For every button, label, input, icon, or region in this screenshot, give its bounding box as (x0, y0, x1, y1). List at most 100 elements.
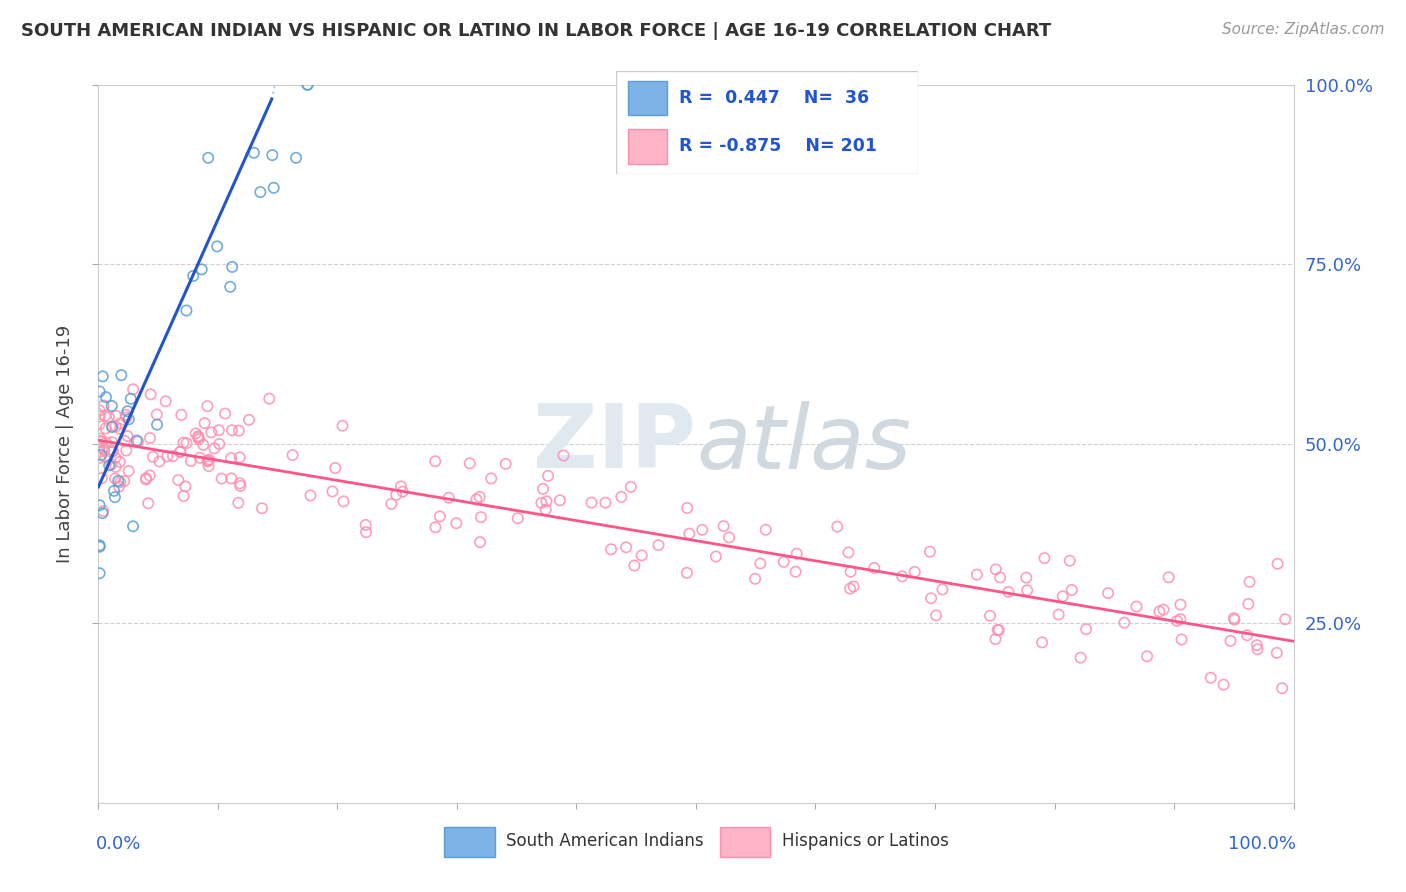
Point (465, 492, 488, 507)
Point (221, 260, 243, 274)
Point (786, 547, 808, 561)
Point (94, 421, 117, 435)
Text: atlas: atlas (696, 401, 911, 487)
Point (122, 519, 145, 533)
Point (1136, 649, 1159, 664)
Text: Hispanics or Latinos: Hispanics or Latinos (782, 831, 949, 850)
Point (167, 473, 190, 487)
Point (238, 413, 260, 427)
Point (249, 185, 271, 199)
Point (925, 608, 948, 623)
Point (169, 445, 191, 459)
Point (678, 526, 700, 541)
Point (100, 458, 122, 472)
Point (553, 449, 575, 463)
Point (718, 530, 741, 544)
Point (219, 280, 242, 294)
Point (744, 572, 766, 586)
Point (1223, 613, 1246, 627)
Point (89, 440, 111, 454)
Point (676, 566, 699, 580)
Point (97, 410, 120, 425)
Point (531, 482, 554, 496)
Point (839, 565, 862, 579)
Point (1017, 583, 1039, 598)
Point (1152, 602, 1174, 616)
Point (142, 450, 165, 464)
Point (194, 416, 217, 430)
Point (117, 464, 139, 478)
Point (600, 542, 623, 557)
Point (101, 420, 124, 434)
Point (94, 435, 117, 450)
Point (170, 408, 193, 422)
Point (997, 585, 1019, 599)
Point (1170, 598, 1192, 612)
Point (1015, 571, 1038, 585)
Point (891, 569, 914, 583)
Point (89, 498, 111, 512)
Point (537, 468, 560, 483)
Point (391, 484, 413, 499)
Point (101, 419, 124, 434)
Point (187, 429, 209, 443)
Text: 100.0%: 100.0% (1227, 836, 1296, 854)
Point (228, 424, 250, 438)
Point (89, 409, 111, 424)
Point (139, 387, 162, 401)
Point (162, 449, 184, 463)
Point (221, 471, 243, 485)
Point (104, 419, 127, 434)
Point (468, 535, 491, 549)
Point (105, 409, 128, 423)
Point (112, 474, 135, 488)
Point (842, 579, 865, 593)
Bar (720, 827, 770, 856)
Point (115, 443, 138, 458)
Point (987, 623, 1010, 637)
Text: 0.0%: 0.0% (96, 836, 142, 854)
Point (931, 582, 953, 597)
Point (437, 491, 460, 505)
Point (534, 502, 557, 516)
Point (495, 457, 517, 471)
Point (188, 450, 211, 465)
Point (208, 423, 231, 437)
Point (184, 426, 207, 441)
Point (243, 145, 266, 160)
Point (181, 268, 204, 283)
Point (1271, 681, 1294, 696)
Point (117, 429, 139, 443)
Point (173, 489, 195, 503)
Point (506, 511, 529, 525)
Point (107, 474, 129, 488)
Point (1031, 635, 1053, 649)
Point (1267, 557, 1289, 571)
Point (197, 454, 219, 468)
Point (610, 490, 633, 504)
Point (470, 510, 492, 524)
Point (772, 555, 794, 569)
Point (200, 425, 222, 440)
Point (425, 454, 447, 468)
Point (1060, 582, 1083, 597)
Y-axis label: In Labor Force | Age 16-19: In Labor Force | Age 16-19 (56, 325, 75, 563)
Text: Source: ZipAtlas.com: Source: ZipAtlas.com (1222, 22, 1385, 37)
Point (108, 455, 131, 469)
Point (89, 450, 111, 465)
Point (1237, 597, 1260, 611)
Point (101, 399, 124, 413)
Point (122, 382, 145, 396)
Point (1047, 607, 1070, 622)
Point (839, 582, 862, 596)
Point (676, 501, 699, 516)
Point (139, 431, 162, 445)
Point (785, 565, 807, 579)
Point (94, 409, 117, 423)
Point (148, 454, 170, 468)
Point (89, 384, 111, 399)
Point (755, 523, 778, 537)
Point (262, 148, 284, 162)
Point (1265, 646, 1288, 660)
Point (446, 516, 468, 531)
